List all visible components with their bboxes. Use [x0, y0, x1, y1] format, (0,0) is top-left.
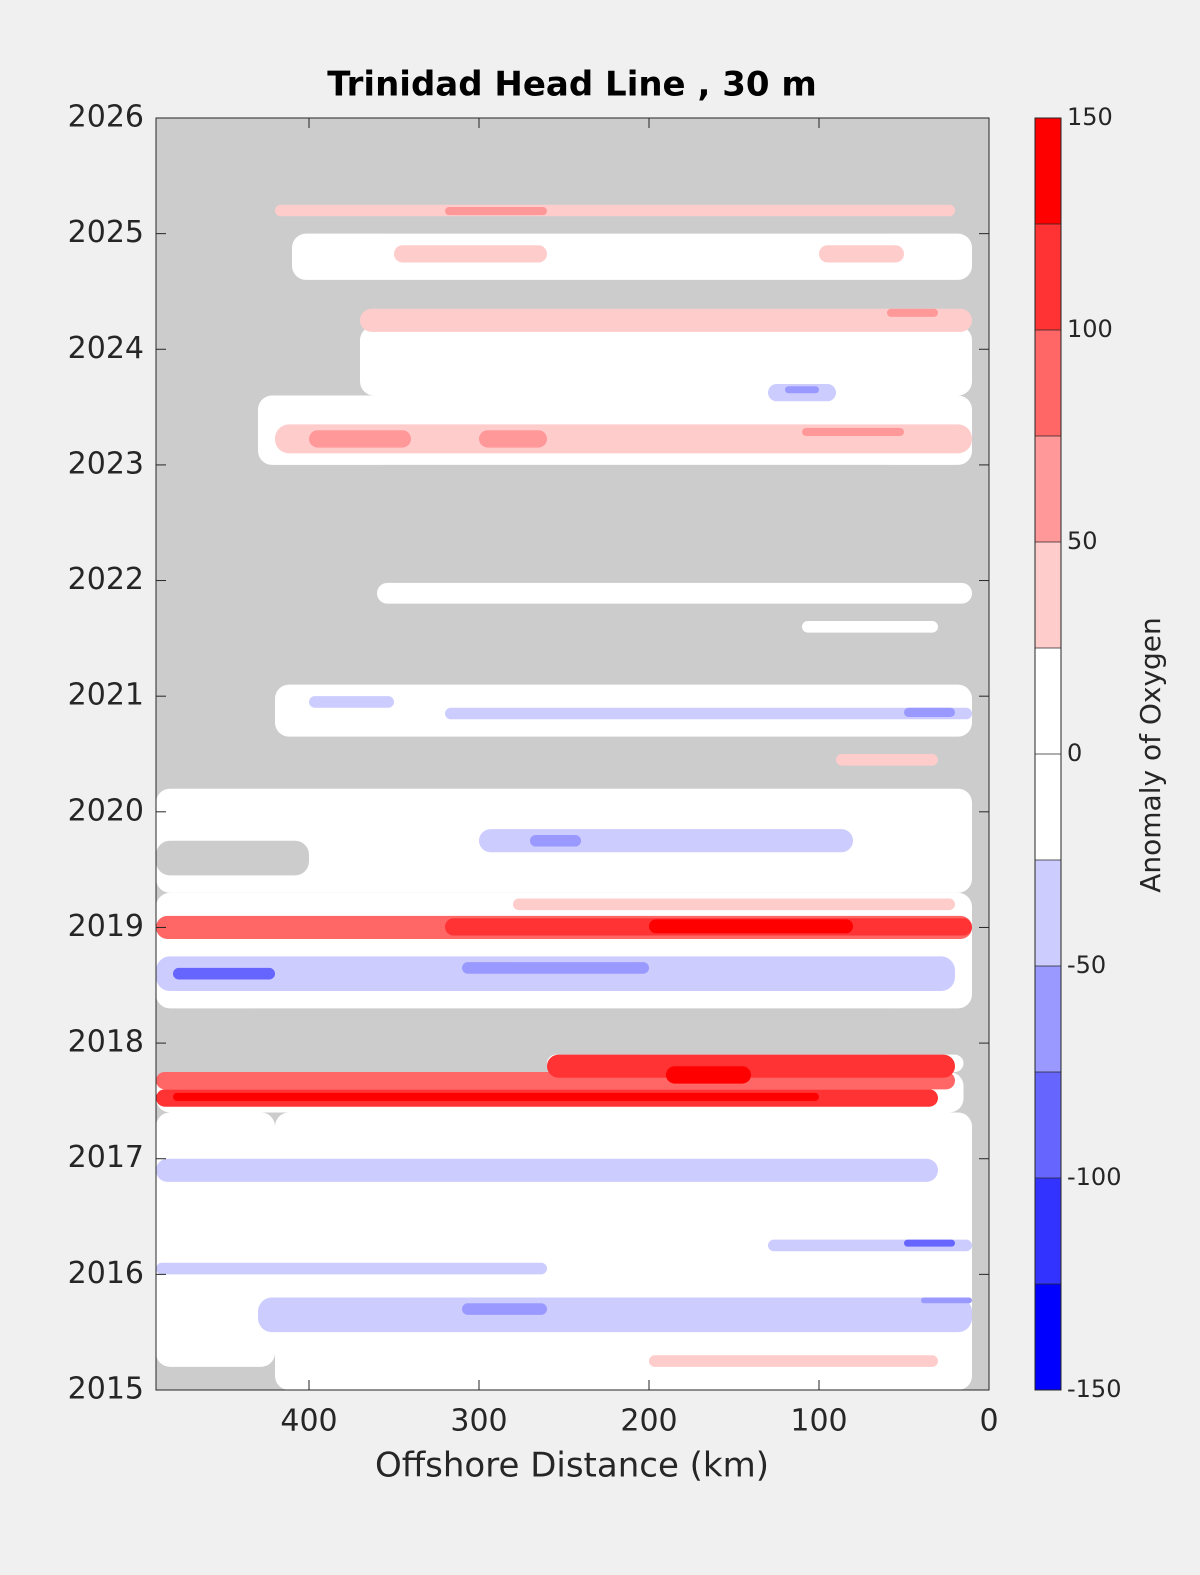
contour-region	[360, 308, 972, 332]
colorbar-label: Anomaly of Oxygen	[1134, 617, 1167, 893]
colorbar-tick-label: 100	[1067, 315, 1113, 343]
colorbar-bin	[1035, 1072, 1061, 1178]
contour-region	[530, 834, 581, 847]
contour-region	[649, 919, 853, 934]
contour-region	[156, 1112, 275, 1367]
y-tick-label: 2020	[68, 793, 144, 828]
contour-region	[462, 1303, 547, 1315]
colorbar-bin	[1035, 118, 1061, 224]
contour-region	[258, 1297, 972, 1333]
x-tick-label: 400	[280, 1404, 337, 1439]
y-tick-label: 2018	[68, 1025, 144, 1060]
colorbar-bin	[1035, 966, 1061, 1072]
y-tick-label: 2021	[68, 678, 144, 713]
contour-region	[394, 245, 547, 263]
colorbar-bin	[1035, 224, 1061, 330]
contour-region	[309, 430, 411, 448]
colorbar-bin	[1035, 436, 1061, 542]
colorbar-bin	[1035, 1284, 1061, 1390]
contour-region	[309, 696, 394, 708]
colorbar-tick-label: 0	[1067, 739, 1082, 767]
x-axis-label: Offshore Distance (km)	[375, 1446, 769, 1486]
contour-region	[819, 245, 904, 263]
colorbar-tick-label: -100	[1067, 1163, 1121, 1191]
contour-region	[173, 1092, 819, 1101]
contour-region	[649, 1355, 938, 1367]
contour-region	[462, 962, 649, 974]
x-tick-label: 0	[979, 1404, 998, 1439]
colorbar-tick-label: 150	[1067, 103, 1113, 131]
x-tick-label: 200	[620, 1404, 677, 1439]
contour-region	[156, 840, 309, 876]
y-tick-label: 2015	[68, 1372, 144, 1407]
contour-region	[275, 204, 955, 217]
contour-region	[479, 430, 547, 448]
x-tick-label: 100	[790, 1404, 847, 1439]
contour-region	[666, 1066, 751, 1084]
contour-region	[156, 1158, 938, 1182]
contour-region	[377, 582, 972, 604]
contour-region	[445, 707, 972, 720]
contour-region	[904, 1239, 955, 1247]
x-tick-label: 300	[450, 1404, 507, 1439]
y-tick-label: 2025	[68, 215, 144, 250]
contour-region	[156, 1262, 547, 1275]
contour-region	[785, 386, 819, 394]
colorbar-bin	[1035, 1178, 1061, 1284]
y-tick-label: 2026	[68, 100, 144, 135]
colorbar-tick-label: -150	[1067, 1375, 1121, 1403]
colorbar-tick-label: 50	[1067, 527, 1098, 555]
y-tick-label: 2024	[68, 331, 144, 366]
contour-region	[802, 427, 904, 436]
contour-region	[275, 424, 972, 454]
contour-region	[513, 898, 955, 911]
colorbar-bin	[1035, 648, 1061, 754]
contour-region	[887, 308, 938, 317]
contour-region	[904, 707, 955, 717]
colorbar-bin	[1035, 330, 1061, 436]
y-tick-label: 2016	[68, 1256, 144, 1291]
y-tick-label: 2023	[68, 446, 144, 481]
contour-region	[360, 326, 972, 396]
colorbar-bin	[1035, 860, 1061, 966]
y-tick-label: 2017	[68, 1140, 144, 1175]
contour-region	[547, 1054, 955, 1078]
contour-region	[173, 967, 275, 980]
colorbar-frame	[1034, 117, 1062, 1391]
y-tick-label: 2022	[68, 562, 144, 597]
chart-title: Trinidad Head Line , 30 m	[327, 65, 817, 105]
colorbar-bin	[1035, 542, 1061, 648]
colorbar-tick-label: -50	[1067, 951, 1106, 979]
y-tick-label: 2019	[68, 909, 144, 944]
contour-region	[445, 207, 547, 216]
contour-region	[921, 1297, 972, 1304]
colorbar-bin	[1035, 754, 1061, 860]
plot-frame	[155, 117, 990, 1391]
contour-region	[802, 621, 938, 633]
contour-region	[836, 754, 938, 766]
